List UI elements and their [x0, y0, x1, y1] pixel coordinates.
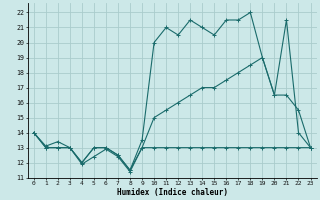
X-axis label: Humidex (Indice chaleur): Humidex (Indice chaleur): [116, 188, 228, 197]
